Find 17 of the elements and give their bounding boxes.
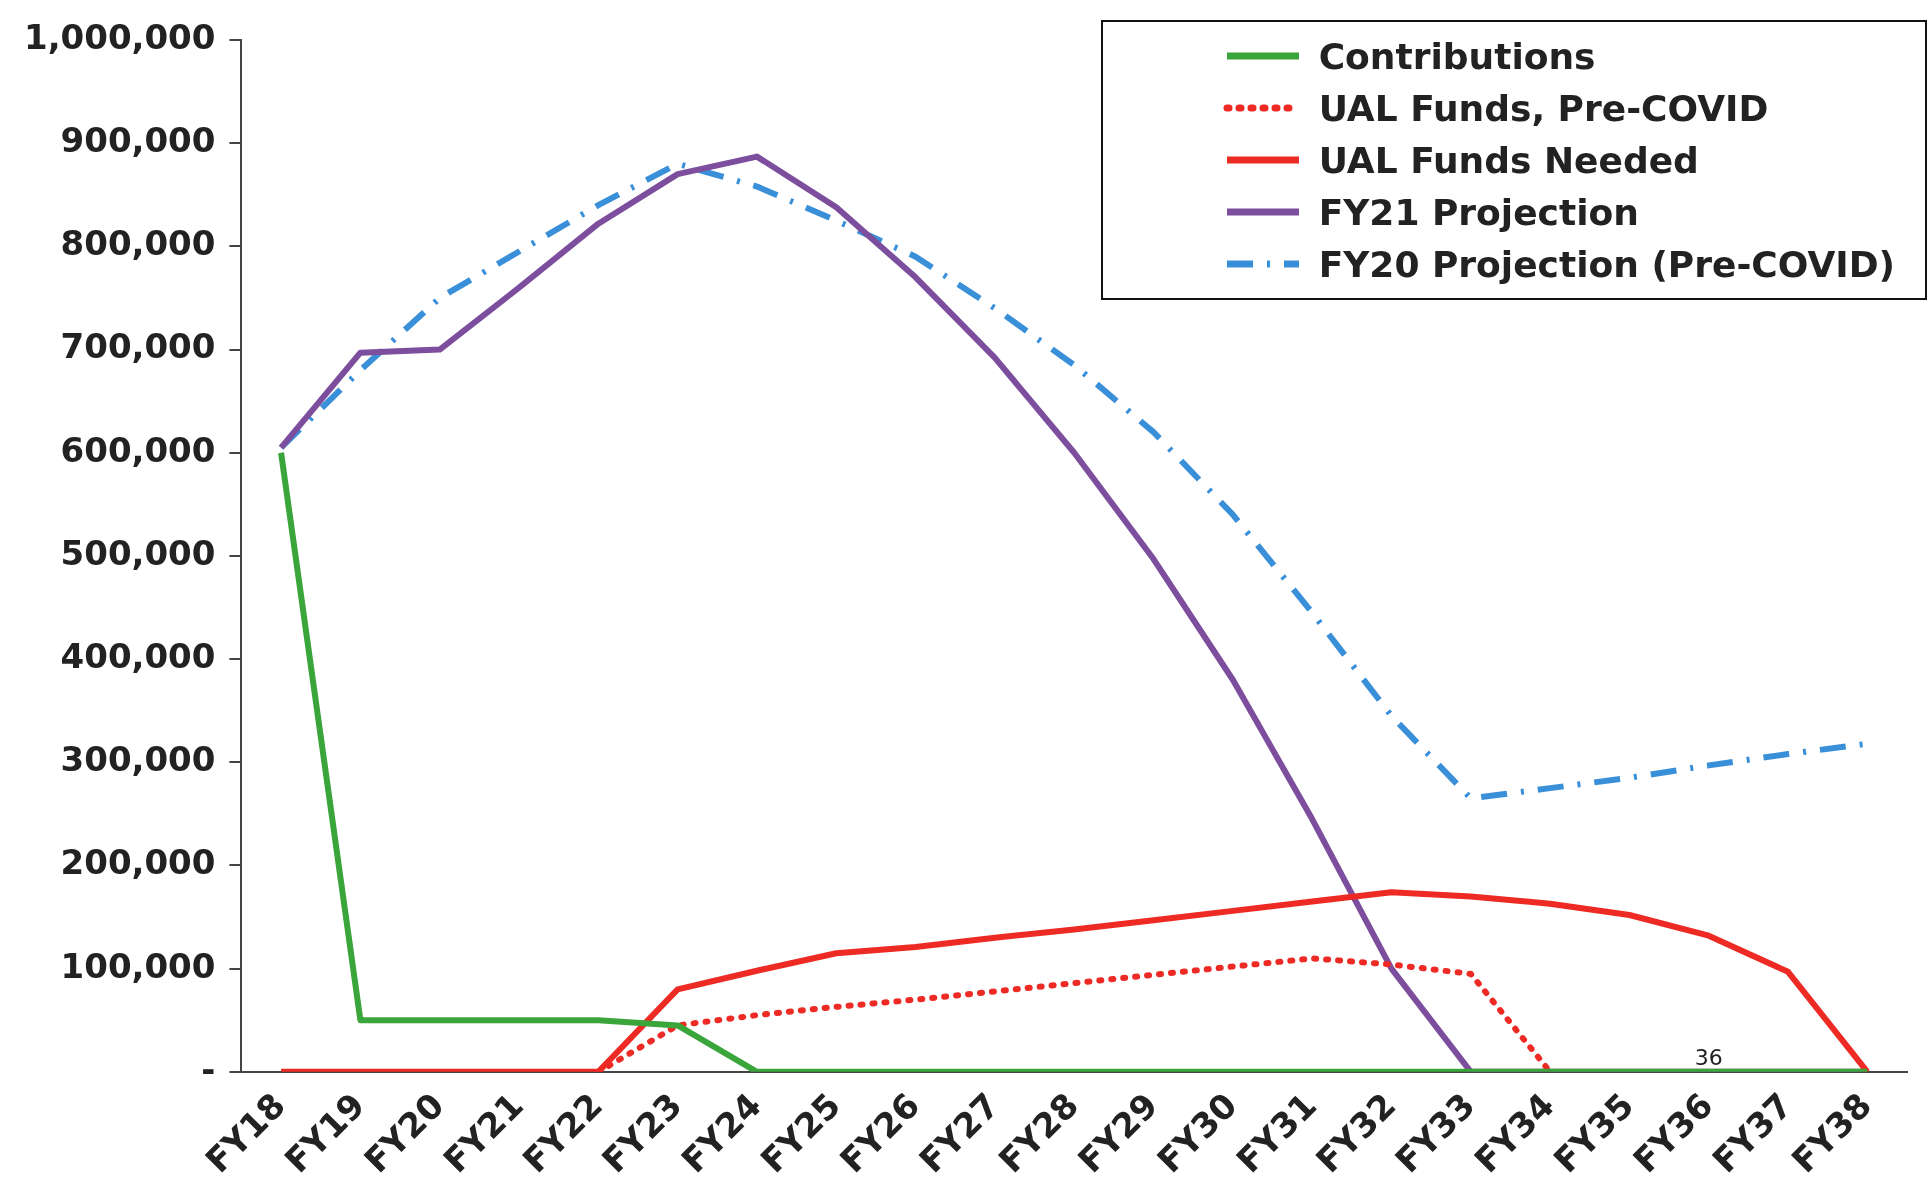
legend-label: FY20 Projection (Pre-COVID) (1318, 243, 1895, 285)
y-tick-label: 300,000 (60, 739, 216, 780)
y-tick-label: 700,000 (60, 326, 216, 367)
legend-label: Contributions (1318, 35, 1596, 77)
y-tick-label: 400,000 (60, 635, 216, 676)
annotation: 36 (1694, 1044, 1723, 1070)
legend-label: UAL Funds, Pre-COVID (1318, 87, 1769, 129)
y-tick-label: - (201, 1048, 216, 1089)
y-tick-label: 900,000 (60, 120, 216, 161)
y-tick-label: 100,000 (60, 945, 216, 986)
y-tick-label: 1,000,000 (24, 16, 216, 57)
y-tick-label: 500,000 (60, 532, 216, 573)
legend-label: UAL Funds Needed (1318, 139, 1699, 181)
y-tick-label: 200,000 (60, 842, 216, 883)
legend-label: FY21 Projection (1318, 191, 1639, 233)
y-tick-label: 800,000 (60, 223, 216, 264)
y-tick-label: 600,000 (60, 429, 216, 470)
